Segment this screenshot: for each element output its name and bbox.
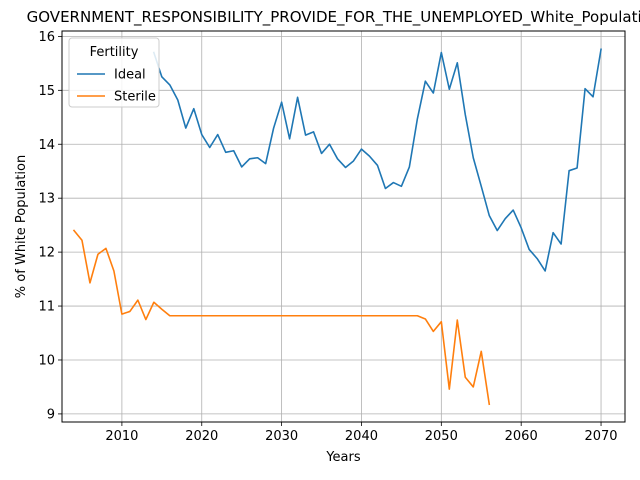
series-line-ideal (152, 48, 602, 272)
chart-title: GOVERNMENT_RESPONSIBILITY_PROVIDE_FOR_TH… (27, 8, 640, 27)
x-tick-label: 2060 (505, 429, 538, 444)
legend-label-sterile: Sterile (114, 90, 156, 105)
y-tick-label: 12 (38, 246, 55, 261)
series-line-sterile (72, 229, 491, 406)
legend: Fertility Ideal Sterile (68, 37, 160, 108)
y-tick-label: 14 (38, 138, 55, 153)
x-axis-label: Years (325, 450, 361, 465)
y-axis-label: % of White Population (14, 155, 29, 298)
y-tick-label: 15 (38, 84, 55, 99)
x-tick-label: 2020 (185, 429, 218, 444)
x-tick-label: 2010 (105, 429, 138, 444)
x-axis: 2010 2020 2030 2040 2050 2060 2070 (105, 422, 618, 444)
x-tick-label: 2050 (425, 429, 458, 444)
y-axis: 9 10 11 12 13 14 15 16 (38, 30, 62, 422)
y-tick-label: 9 (47, 407, 55, 422)
x-tick-label: 2070 (584, 429, 617, 444)
legend-box (68, 37, 160, 108)
gridlines (62, 31, 625, 422)
x-tick-label: 2040 (345, 429, 378, 444)
y-tick-label: 13 (38, 192, 55, 207)
y-tick-label: 11 (38, 300, 55, 315)
x-tick-label: 2030 (265, 429, 298, 444)
y-tick-label: 10 (38, 353, 55, 368)
series-layer (72, 48, 602, 406)
y-tick-label: 16 (38, 30, 55, 45)
legend-title: Fertility (90, 45, 139, 60)
legend-label-ideal: Ideal (114, 68, 146, 83)
plot-frame (61, 30, 626, 423)
